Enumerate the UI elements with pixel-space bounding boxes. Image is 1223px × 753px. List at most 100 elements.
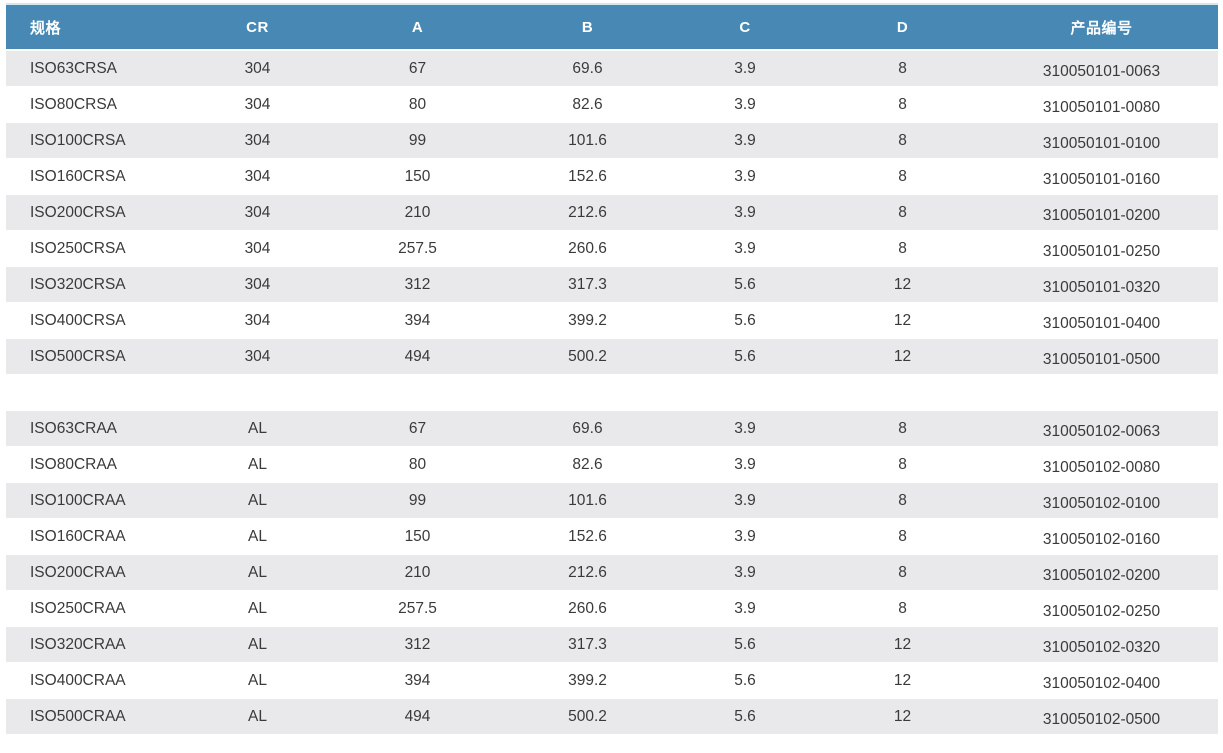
table-row: ISO400CRAA AL 394 399.2 5.6 12 310050102-0400 xyxy=(6,663,1218,699)
cell-text-b: 317.3 xyxy=(568,275,607,293)
cell-text-a: 210 xyxy=(404,563,431,581)
cell-text-part_no: 310050101-0063 xyxy=(1042,62,1161,80)
cell-text-c: 5.6 xyxy=(734,347,756,365)
table-row: ISO320CRSA 304 312 317.3 5.6 12 310050101-0320 xyxy=(6,267,1218,303)
cell-text-a: 150 xyxy=(404,167,431,185)
cell-text-b: 212.6 xyxy=(568,563,607,581)
cell-text-cr: 304 xyxy=(244,239,271,257)
table-row: ISO250CRAA AL 257.5 260.6 3.9 8 310050102-0250 xyxy=(6,591,1218,627)
cell-text-c: 3.9 xyxy=(734,527,756,545)
cell-d: 8 xyxy=(820,591,985,627)
cell-c: 5.6 xyxy=(670,627,820,663)
cell-text-part_no: 310050102-0080 xyxy=(1042,458,1161,476)
cell-text-part_no: 310050102-0100 xyxy=(1042,494,1161,512)
table-row: ISO500CRAA AL 494 500.2 5.6 12 310050102-0500 xyxy=(6,699,1218,735)
cell-b: 101.6 xyxy=(505,123,670,159)
cell-d: 12 xyxy=(820,663,985,699)
cell-text-part_no: 310050102-0320 xyxy=(1042,638,1161,656)
cell-cr: AL xyxy=(185,483,330,519)
cell-spec: ISO250CRSA xyxy=(6,231,185,267)
cell-part_no: 310050102-0080 xyxy=(985,447,1218,483)
cell-text-spec: ISO400CRSA xyxy=(30,311,126,329)
cell-cr: 304 xyxy=(185,303,330,339)
table-row: ISO500CRSA 304 494 500.2 5.6 12 310050101-0500 xyxy=(6,339,1218,375)
cell-b: 152.6 xyxy=(505,519,670,555)
cell-a: 67 xyxy=(330,411,505,447)
cell-text-spec: ISO160CRSA xyxy=(30,167,126,185)
cell-text-cr: AL xyxy=(248,419,267,437)
cell-text-c: 3.9 xyxy=(734,59,756,77)
table-row: ISO100CRSA 304 99 101.6 3.9 8 310050101-0100 xyxy=(6,123,1218,159)
table-row: ISO160CRAA AL 150 152.6 3.9 8 310050102-0160 xyxy=(6,519,1218,555)
cell-text-d: 8 xyxy=(898,167,907,185)
cell-part_no: 310050102-0160 xyxy=(985,519,1218,555)
cell-text-part_no: 310050101-0100 xyxy=(1042,134,1161,152)
cell-text-spec: ISO200CRAA xyxy=(30,563,126,581)
cell-text-cr: 304 xyxy=(244,95,271,113)
cell-spec: ISO63CRAA xyxy=(6,411,185,447)
cell-text-cr: AL xyxy=(248,707,267,725)
cell-text-a: 312 xyxy=(404,635,431,653)
section-spacer-row xyxy=(6,375,1218,411)
cell-text-cr: AL xyxy=(248,491,267,509)
cell-text-part_no: 310050102-0200 xyxy=(1042,566,1161,584)
cell-d: 8 xyxy=(820,231,985,267)
cell-cr: AL xyxy=(185,555,330,591)
cell-part_no: 310050102-0100 xyxy=(985,483,1218,519)
cell-text-d: 8 xyxy=(898,203,907,221)
cell-text-cr: 304 xyxy=(244,203,271,221)
cell-a: 312 xyxy=(330,627,505,663)
cell-b: 260.6 xyxy=(505,231,670,267)
cell-text-d: 8 xyxy=(898,455,907,473)
cell-text-a: 494 xyxy=(404,707,431,725)
cell-text-c: 3.9 xyxy=(734,95,756,113)
cell-d: 8 xyxy=(820,483,985,519)
cell-cr: AL xyxy=(185,447,330,483)
table-row: ISO80CRAA AL 80 82.6 3.9 8 310050102-0080 xyxy=(6,447,1218,483)
product-spec-table: 规格 CR A B C D 产品编号 ISO63CRSA 304 67 69.6 3.9 8 31005… xyxy=(6,3,1218,735)
cell-text-spec: ISO80CRAA xyxy=(30,455,118,473)
cell-spec: ISO160CRAA xyxy=(6,519,185,555)
cell-spec: ISO500CRSA xyxy=(6,339,185,375)
cell-b: 317.3 xyxy=(505,627,670,663)
cell-spec: ISO63CRSA xyxy=(6,51,185,87)
cell-b: 69.6 xyxy=(505,411,670,447)
cell-text-a: 394 xyxy=(404,671,431,689)
cell-cr: AL xyxy=(185,627,330,663)
cell-cr: 304 xyxy=(185,159,330,195)
cell-text-part_no: 310050101-0250 xyxy=(1042,242,1161,260)
table-row: ISO320CRAA AL 312 317.3 5.6 12 310050102-0320 xyxy=(6,627,1218,663)
cell-a: 67 xyxy=(330,51,505,87)
cell-text-a: 67 xyxy=(408,419,427,437)
cell-text-part_no: 310050102-0063 xyxy=(1042,422,1161,440)
cell-text-d: 12 xyxy=(893,275,912,293)
cell-text-spec: ISO500CRAA xyxy=(30,707,126,725)
cell-c: 3.9 xyxy=(670,555,820,591)
cell-c: 5.6 xyxy=(670,267,820,303)
cell-text-cr: 304 xyxy=(244,59,271,77)
cell-c: 3.9 xyxy=(670,51,820,87)
cell-b: 212.6 xyxy=(505,195,670,231)
cell-c: 3.9 xyxy=(670,519,820,555)
cell-text-b: 500.2 xyxy=(568,707,607,725)
cell-part_no: 310050101-0160 xyxy=(985,159,1218,195)
cell-text-b: 69.6 xyxy=(572,419,603,437)
cell-c: 3.9 xyxy=(670,447,820,483)
cell-text-c: 5.6 xyxy=(734,671,756,689)
cell-text-c: 3.9 xyxy=(734,203,756,221)
cell-a: 99 xyxy=(330,123,505,159)
cell-text-a: 394 xyxy=(404,311,431,329)
table-row: ISO200CRSA 304 210 212.6 3.9 8 310050101-0200 xyxy=(6,195,1218,231)
cell-d: 12 xyxy=(820,627,985,663)
table-body: ISO63CRSA 304 67 69.6 3.9 8 310050101-0063 ISO8… xyxy=(6,51,1218,735)
cell-part_no: 310050101-0100 xyxy=(985,123,1218,159)
cell-c: 5.6 xyxy=(670,303,820,339)
cell-c: 3.9 xyxy=(670,411,820,447)
cell-text-d: 8 xyxy=(898,131,907,149)
cell-text-a: 494 xyxy=(404,347,431,365)
cell-d: 8 xyxy=(820,195,985,231)
cell-text-part_no: 310050101-0320 xyxy=(1042,278,1161,296)
cell-text-spec: ISO160CRAA xyxy=(30,527,126,545)
column-header-b: B xyxy=(505,3,670,51)
cell-spec: ISO400CRSA xyxy=(6,303,185,339)
